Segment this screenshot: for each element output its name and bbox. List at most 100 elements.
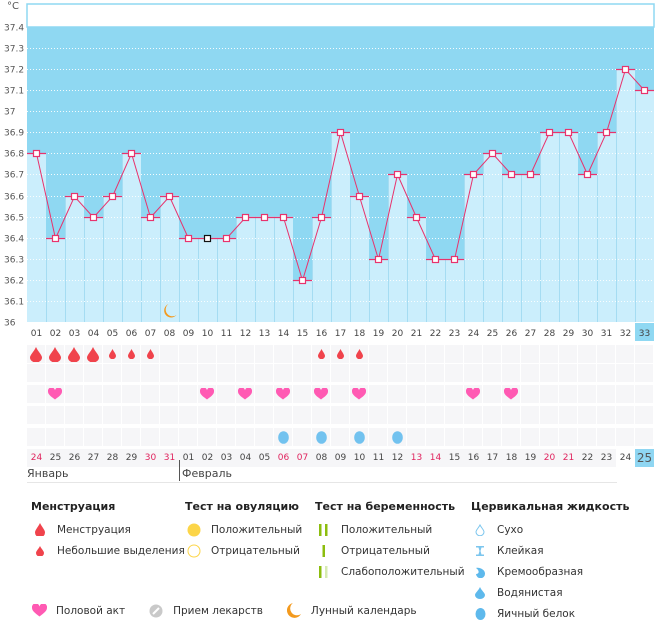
day-cell[interactable] (426, 364, 444, 382)
day-cell[interactable] (464, 345, 482, 363)
day-cell[interactable] (388, 406, 406, 424)
day-cell[interactable] (635, 406, 653, 424)
day-cell[interactable] (122, 406, 140, 424)
day-cell[interactable] (217, 406, 235, 424)
day-cell[interactable] (217, 364, 235, 382)
day-cell[interactable] (84, 364, 102, 382)
day-cell[interactable] (179, 385, 197, 403)
day-cell[interactable] (160, 364, 178, 382)
day-cell[interactable] (122, 364, 140, 382)
day-cell[interactable] (578, 385, 596, 403)
day-cell[interactable] (597, 345, 615, 363)
day-cell[interactable] (160, 428, 178, 446)
day-cell[interactable] (426, 428, 444, 446)
day-cell[interactable] (274, 406, 292, 424)
day-cell[interactable] (312, 406, 330, 424)
day-cell[interactable] (350, 385, 368, 403)
day-cell[interactable] (559, 385, 577, 403)
day-cell[interactable] (540, 428, 558, 446)
day-cell[interactable] (84, 428, 102, 446)
day-cell[interactable] (217, 385, 235, 403)
day-cell[interactable] (483, 364, 501, 382)
day-cell[interactable] (635, 345, 653, 363)
day-cell[interactable] (445, 345, 463, 363)
day-cell[interactable] (502, 428, 520, 446)
day-cell[interactable] (331, 428, 349, 446)
day-cell[interactable] (274, 385, 292, 403)
day-cell[interactable] (559, 428, 577, 446)
day-cell[interactable] (312, 385, 330, 403)
day-cell[interactable] (369, 385, 387, 403)
day-cell[interactable] (65, 428, 83, 446)
day-cell[interactable] (483, 385, 501, 403)
day-cell[interactable] (445, 385, 463, 403)
day-cell[interactable] (407, 406, 425, 424)
day-cell[interactable] (616, 428, 634, 446)
day-cell[interactable] (141, 364, 159, 382)
day-cell[interactable] (426, 385, 444, 403)
day-cell[interactable] (312, 428, 330, 446)
day-cell[interactable] (27, 364, 45, 382)
day-cell[interactable] (578, 364, 596, 382)
day-cell[interactable] (559, 345, 577, 363)
day-cell[interactable] (350, 406, 368, 424)
day-cell[interactable] (483, 428, 501, 446)
day-cell[interactable] (616, 406, 634, 424)
day-cell[interactable] (103, 345, 121, 363)
day-cell[interactable] (274, 364, 292, 382)
day-cell[interactable] (274, 345, 292, 363)
day-cell[interactable] (331, 385, 349, 403)
day-cell[interactable] (369, 406, 387, 424)
day-cell[interactable] (597, 406, 615, 424)
day-cell[interactable] (483, 345, 501, 363)
day-cell[interactable] (388, 345, 406, 363)
day-cell[interactable] (46, 385, 64, 403)
day-cell[interactable] (217, 428, 235, 446)
day-cell[interactable] (635, 428, 653, 446)
day-cell[interactable] (540, 345, 558, 363)
day-cell[interactable] (65, 345, 83, 363)
day-cell[interactable] (122, 385, 140, 403)
day-cell[interactable] (103, 385, 121, 403)
day-cell[interactable] (426, 345, 444, 363)
day-cell[interactable] (236, 364, 254, 382)
day-cell[interactable] (198, 428, 216, 446)
day-cell[interactable] (407, 428, 425, 446)
day-cell[interactable] (65, 385, 83, 403)
day-cell[interactable] (236, 406, 254, 424)
day-cell[interactable] (578, 406, 596, 424)
day-cell[interactable] (141, 428, 159, 446)
day-cell[interactable] (160, 345, 178, 363)
day-cell[interactable] (255, 428, 273, 446)
day-cell[interactable] (179, 428, 197, 446)
day-cell[interactable] (46, 406, 64, 424)
day-cell[interactable] (274, 428, 292, 446)
day-cell[interactable] (521, 364, 539, 382)
day-cell[interactable] (445, 428, 463, 446)
day-cell[interactable] (122, 345, 140, 363)
day-cell[interactable] (616, 385, 634, 403)
day-cell[interactable] (198, 406, 216, 424)
day-cell[interactable] (350, 428, 368, 446)
day-cell[interactable] (84, 345, 102, 363)
day-cell[interactable] (540, 406, 558, 424)
day-cell[interactable] (65, 364, 83, 382)
day-cell[interactable] (559, 364, 577, 382)
day-cell[interactable] (293, 406, 311, 424)
day-cell[interactable] (27, 345, 45, 363)
day-cell[interactable] (426, 406, 444, 424)
day-cell[interactable] (502, 406, 520, 424)
day-cell[interactable] (179, 364, 197, 382)
day-cell[interactable] (350, 364, 368, 382)
day-cell[interactable] (445, 364, 463, 382)
day-cell[interactable] (445, 406, 463, 424)
day-cell[interactable] (521, 345, 539, 363)
day-cell[interactable] (141, 406, 159, 424)
day-cell[interactable] (464, 428, 482, 446)
day-cell[interactable] (27, 428, 45, 446)
day-cell[interactable] (388, 428, 406, 446)
day-cell[interactable] (141, 385, 159, 403)
day-cell[interactable] (236, 345, 254, 363)
day-cell[interactable] (27, 385, 45, 403)
day-cell[interactable] (464, 364, 482, 382)
